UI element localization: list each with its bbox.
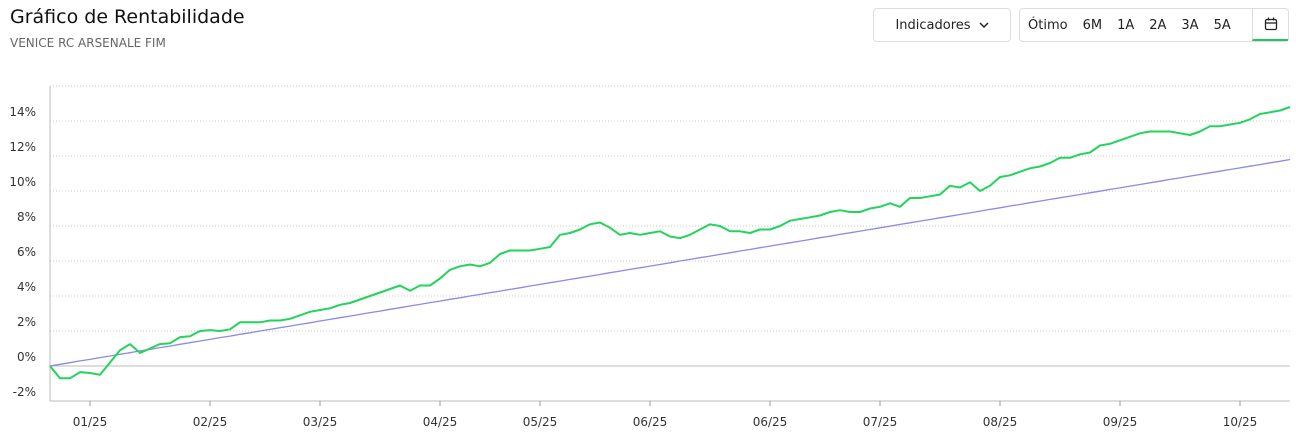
x-tick-label: 05/25 bbox=[523, 415, 558, 429]
period-button[interactable]: 2A bbox=[1149, 17, 1167, 33]
calendar-button[interactable] bbox=[1252, 9, 1288, 41]
x-tick-label: 07/25 bbox=[863, 415, 898, 429]
series-line bbox=[49, 158, 1291, 367]
x-tick-label: 06/25 bbox=[753, 415, 788, 429]
period-button[interactable]: 5A bbox=[1213, 17, 1231, 33]
chevron bbox=[979, 22, 989, 28]
x-tick-label: 06/25 bbox=[633, 415, 668, 429]
y-tick-label: 2% bbox=[17, 315, 36, 329]
y-tick-label: 6% bbox=[17, 245, 36, 259]
chart-subtitle: VENICE RC ARSENALE FIM bbox=[10, 36, 166, 50]
x-tick-label: 08/25 bbox=[983, 415, 1018, 429]
period-selector: Ótimo 6M 1A 2A 3A 5A bbox=[1019, 8, 1289, 42]
y-tick-label: 8% bbox=[17, 210, 36, 224]
dropdown-label: Indicadores bbox=[895, 17, 971, 33]
y-tick-label: 4% bbox=[17, 280, 36, 294]
x-tick-label: 09/25 bbox=[1103, 415, 1138, 429]
calendar-icon bbox=[1264, 17, 1277, 31]
x-tick-label: 04/25 bbox=[423, 415, 458, 429]
y-tick-label: -2% bbox=[13, 385, 36, 399]
x-tick-label: 01/25 bbox=[73, 415, 108, 429]
y-tick-label: 10% bbox=[9, 175, 36, 189]
x-tick-label: 10/25 bbox=[1223, 415, 1258, 429]
series-line bbox=[49, 106, 1291, 380]
period-button[interactable]: Ótimo bbox=[1028, 17, 1068, 33]
y-tick-label: 12% bbox=[9, 140, 36, 154]
x-tick-label: 02/25 bbox=[193, 415, 228, 429]
x-tick-label: 03/25 bbox=[303, 415, 338, 429]
indicators-dropdown[interactable]: Indicadores bbox=[873, 8, 1011, 42]
y-tick-label: 0% bbox=[17, 350, 36, 364]
period-button[interactable]: 6M bbox=[1082, 17, 1103, 33]
y-tick-label: 14% bbox=[9, 105, 36, 119]
chart-title: Gráfico de Rentabilidade bbox=[10, 6, 245, 28]
period-button[interactable]: 3A bbox=[1181, 17, 1199, 33]
period-button[interactable]: 1A bbox=[1117, 17, 1135, 33]
